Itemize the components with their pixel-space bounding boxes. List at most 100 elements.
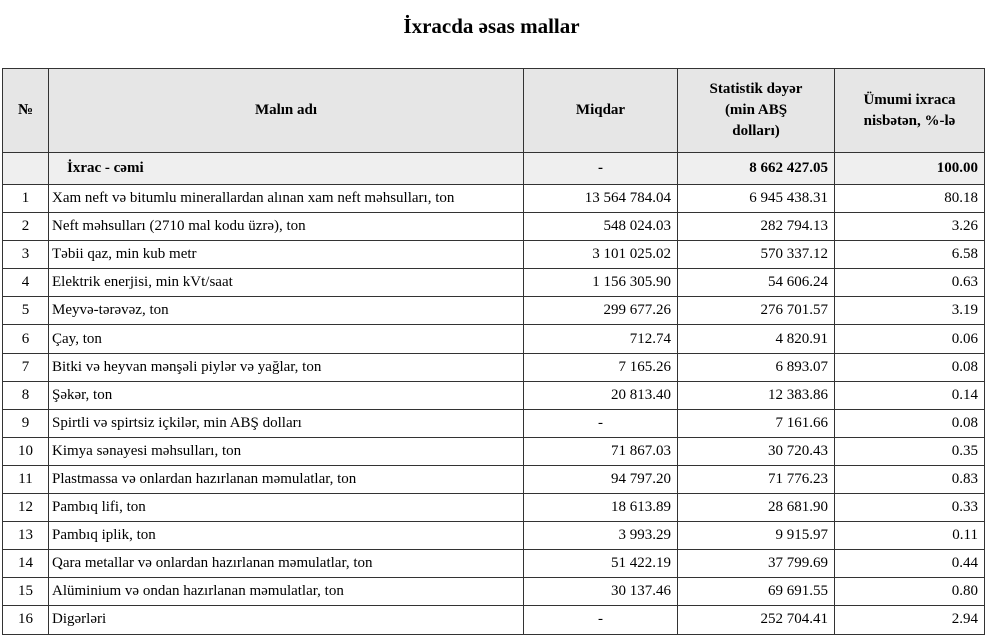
- cell-no: 14: [2, 549, 49, 579]
- cell-qty: 299 677.26: [523, 296, 678, 326]
- cell-name: Şəkər, ton: [48, 380, 524, 410]
- header-name: Malın adı: [48, 68, 524, 153]
- table-row: 14 Qara metallar və onlardan hazırlanan m…: [2, 549, 985, 579]
- header-qty: Miqdar: [523, 68, 678, 153]
- cell-share: 0.63: [834, 268, 985, 298]
- cell-qty: -: [523, 605, 678, 635]
- cell-qty: 18 613.89: [523, 493, 678, 523]
- cell-no: 1: [2, 183, 49, 214]
- cell-qty: 7 165.26: [523, 352, 678, 382]
- cell-share: 3.19: [834, 296, 985, 326]
- table-row: 8 Şəkər, ton 20 813.40 12 383.86 0.14: [2, 380, 985, 410]
- cell-no: 15: [2, 577, 49, 607]
- cell-name: Pambıq lifi, ton: [48, 493, 524, 523]
- cell-share: 0.83: [834, 464, 985, 495]
- cell-value: 282 794.13: [677, 212, 835, 242]
- cell-name: Plastmassa və onlardan hazırlanan məmula…: [48, 464, 524, 495]
- cell-qty: 20 813.40: [523, 380, 678, 410]
- table-row: 16 Digərləri -252 704.41 2.94: [2, 605, 985, 635]
- table-row: 13 Pambıq iplik, ton 3 993.29 9 915.97 0.11: [2, 521, 985, 551]
- cell-qty: 51 422.19: [523, 549, 678, 579]
- cell-qty: 3 993.29: [523, 521, 678, 551]
- cell-share: 0.35: [834, 436, 985, 466]
- cell-value: 252 704.41: [677, 605, 835, 635]
- cell-no: 4: [2, 268, 49, 298]
- cell-share: 0.08: [834, 408, 985, 438]
- table-row: 7 Bitki və heyvan mənşəli piylər və yağla…: [2, 352, 985, 382]
- cell-qty: 94 797.20: [523, 464, 678, 495]
- cell-name: Elektrik enerjisi, min kVt/saat: [48, 268, 524, 298]
- cell-name: Digərləri: [48, 605, 524, 635]
- cell-share: 0.06: [834, 324, 985, 354]
- table-row: 12 Pambıq lifi, ton 18 613.89 28 681.90 0.33: [2, 493, 985, 523]
- cell-share: 0.33: [834, 493, 985, 523]
- table-row: 10 Kimya sənayesi məhsulları, ton 71 867.0…: [2, 436, 985, 466]
- cell-no: 6: [2, 324, 49, 354]
- cell-qty: 3 101 025.02: [523, 240, 678, 270]
- cell-qty: 1 156 305.90: [523, 268, 678, 298]
- cell-value: 71 776.23: [677, 464, 835, 495]
- cell-name: Xam neft və bitumlu minerallardan alınan…: [48, 183, 524, 214]
- cell-value: 69 691.55: [677, 577, 835, 607]
- cell-qty: -: [523, 408, 678, 438]
- total-share: 100.00: [834, 152, 985, 185]
- cell-share: 0.44: [834, 549, 985, 579]
- cell-qty: 548 024.03: [523, 212, 678, 242]
- table-row: 3 Təbii qaz, min kub metr 3 101 025.02 570 …: [2, 240, 985, 270]
- cell-qty: 71 867.03: [523, 436, 678, 466]
- cell-value: 276 701.57: [677, 296, 835, 326]
- cell-share: 0.08: [834, 352, 985, 382]
- cell-no: 3: [2, 240, 49, 270]
- cell-no: 11: [2, 464, 49, 495]
- cell-share: 6.58: [834, 240, 985, 270]
- cell-qty: 13 564 784.04: [523, 183, 678, 214]
- cell-share: 0.14: [834, 380, 985, 410]
- cell-name: Spirtli və spirtsiz içkilər, min ABŞ dol…: [48, 408, 524, 438]
- cell-no: 2: [2, 212, 49, 242]
- cell-value: 37 799.69: [677, 549, 835, 579]
- cell-no: 10: [2, 436, 49, 466]
- cell-name: Qara metallar və onlardan hazırlanan məm…: [48, 549, 524, 579]
- cell-no: 13: [2, 521, 49, 551]
- table-row: 2 Neft məhsulları (2710 mal kodu üzrə), t…: [2, 212, 985, 242]
- cell-value: 570 337.12: [677, 240, 835, 270]
- header-no: №: [2, 68, 49, 153]
- table-row: 5 Meyvə-tərəvəz, ton 299 677.26 276 701.57 3…: [2, 296, 985, 326]
- cell-value: 6 945 438.31: [677, 183, 835, 214]
- header-row: № Malın adı Miqdar Statistik dəyər (min …: [2, 68, 985, 153]
- cell-no: 9: [2, 408, 49, 438]
- total-no: [2, 152, 49, 185]
- cell-no: 12: [2, 493, 49, 523]
- table-row: 6 Çay, ton 712.74 4 820.91 0.06: [2, 324, 985, 354]
- cell-value: 12 383.86: [677, 380, 835, 410]
- table-row: 11 Plastmassa və onlardan hazırlanan məmu…: [2, 464, 985, 495]
- cell-name: Təbii qaz, min kub metr: [48, 240, 524, 270]
- total-qty: -: [523, 152, 678, 185]
- cell-qty: 712.74: [523, 324, 678, 354]
- cell-no: 8: [2, 380, 49, 410]
- cell-value: 54 606.24: [677, 268, 835, 298]
- cell-share: 80.18: [834, 183, 985, 214]
- cell-name: Pambıq iplik, ton: [48, 521, 524, 551]
- exports-table: № Malın adı Miqdar Statistik dəyər (min …: [2, 68, 985, 635]
- table-row: 4 Elektrik enerjisi, min kVt/saat 1 156 30…: [2, 268, 985, 298]
- cell-value: 30 720.43: [677, 436, 835, 466]
- total-row: İxrac - cəmi - 8 662 427.05 100.00: [2, 152, 985, 185]
- table-row: 9 Spirtli və spirtsiz içkilər, min ABŞ do…: [2, 408, 985, 438]
- cell-share: 0.11: [834, 521, 985, 551]
- cell-no: 5: [2, 296, 49, 326]
- cell-name: Meyvə-tərəvəz, ton: [48, 296, 524, 326]
- header-value: Statistik dəyər (min ABŞ dolları): [677, 68, 835, 153]
- table-row: 15 Alüminium və ondan hazırlanan məmulatl…: [2, 577, 985, 607]
- cell-value: 28 681.90: [677, 493, 835, 523]
- cell-share: 0.80: [834, 577, 985, 607]
- cell-value: 9 915.97: [677, 521, 835, 551]
- cell-value: 7 161.66: [677, 408, 835, 438]
- cell-value: 4 820.91: [677, 324, 835, 354]
- total-value: 8 662 427.05: [677, 152, 835, 185]
- cell-name: Alüminium və ondan hazırlanan məmulatlar…: [48, 577, 524, 607]
- cell-value: 6 893.07: [677, 352, 835, 382]
- cell-name: Neft məhsulları (2710 mal kodu üzrə), to…: [48, 212, 524, 242]
- cell-no: 7: [2, 352, 49, 382]
- total-name: İxrac - cəmi: [48, 152, 524, 185]
